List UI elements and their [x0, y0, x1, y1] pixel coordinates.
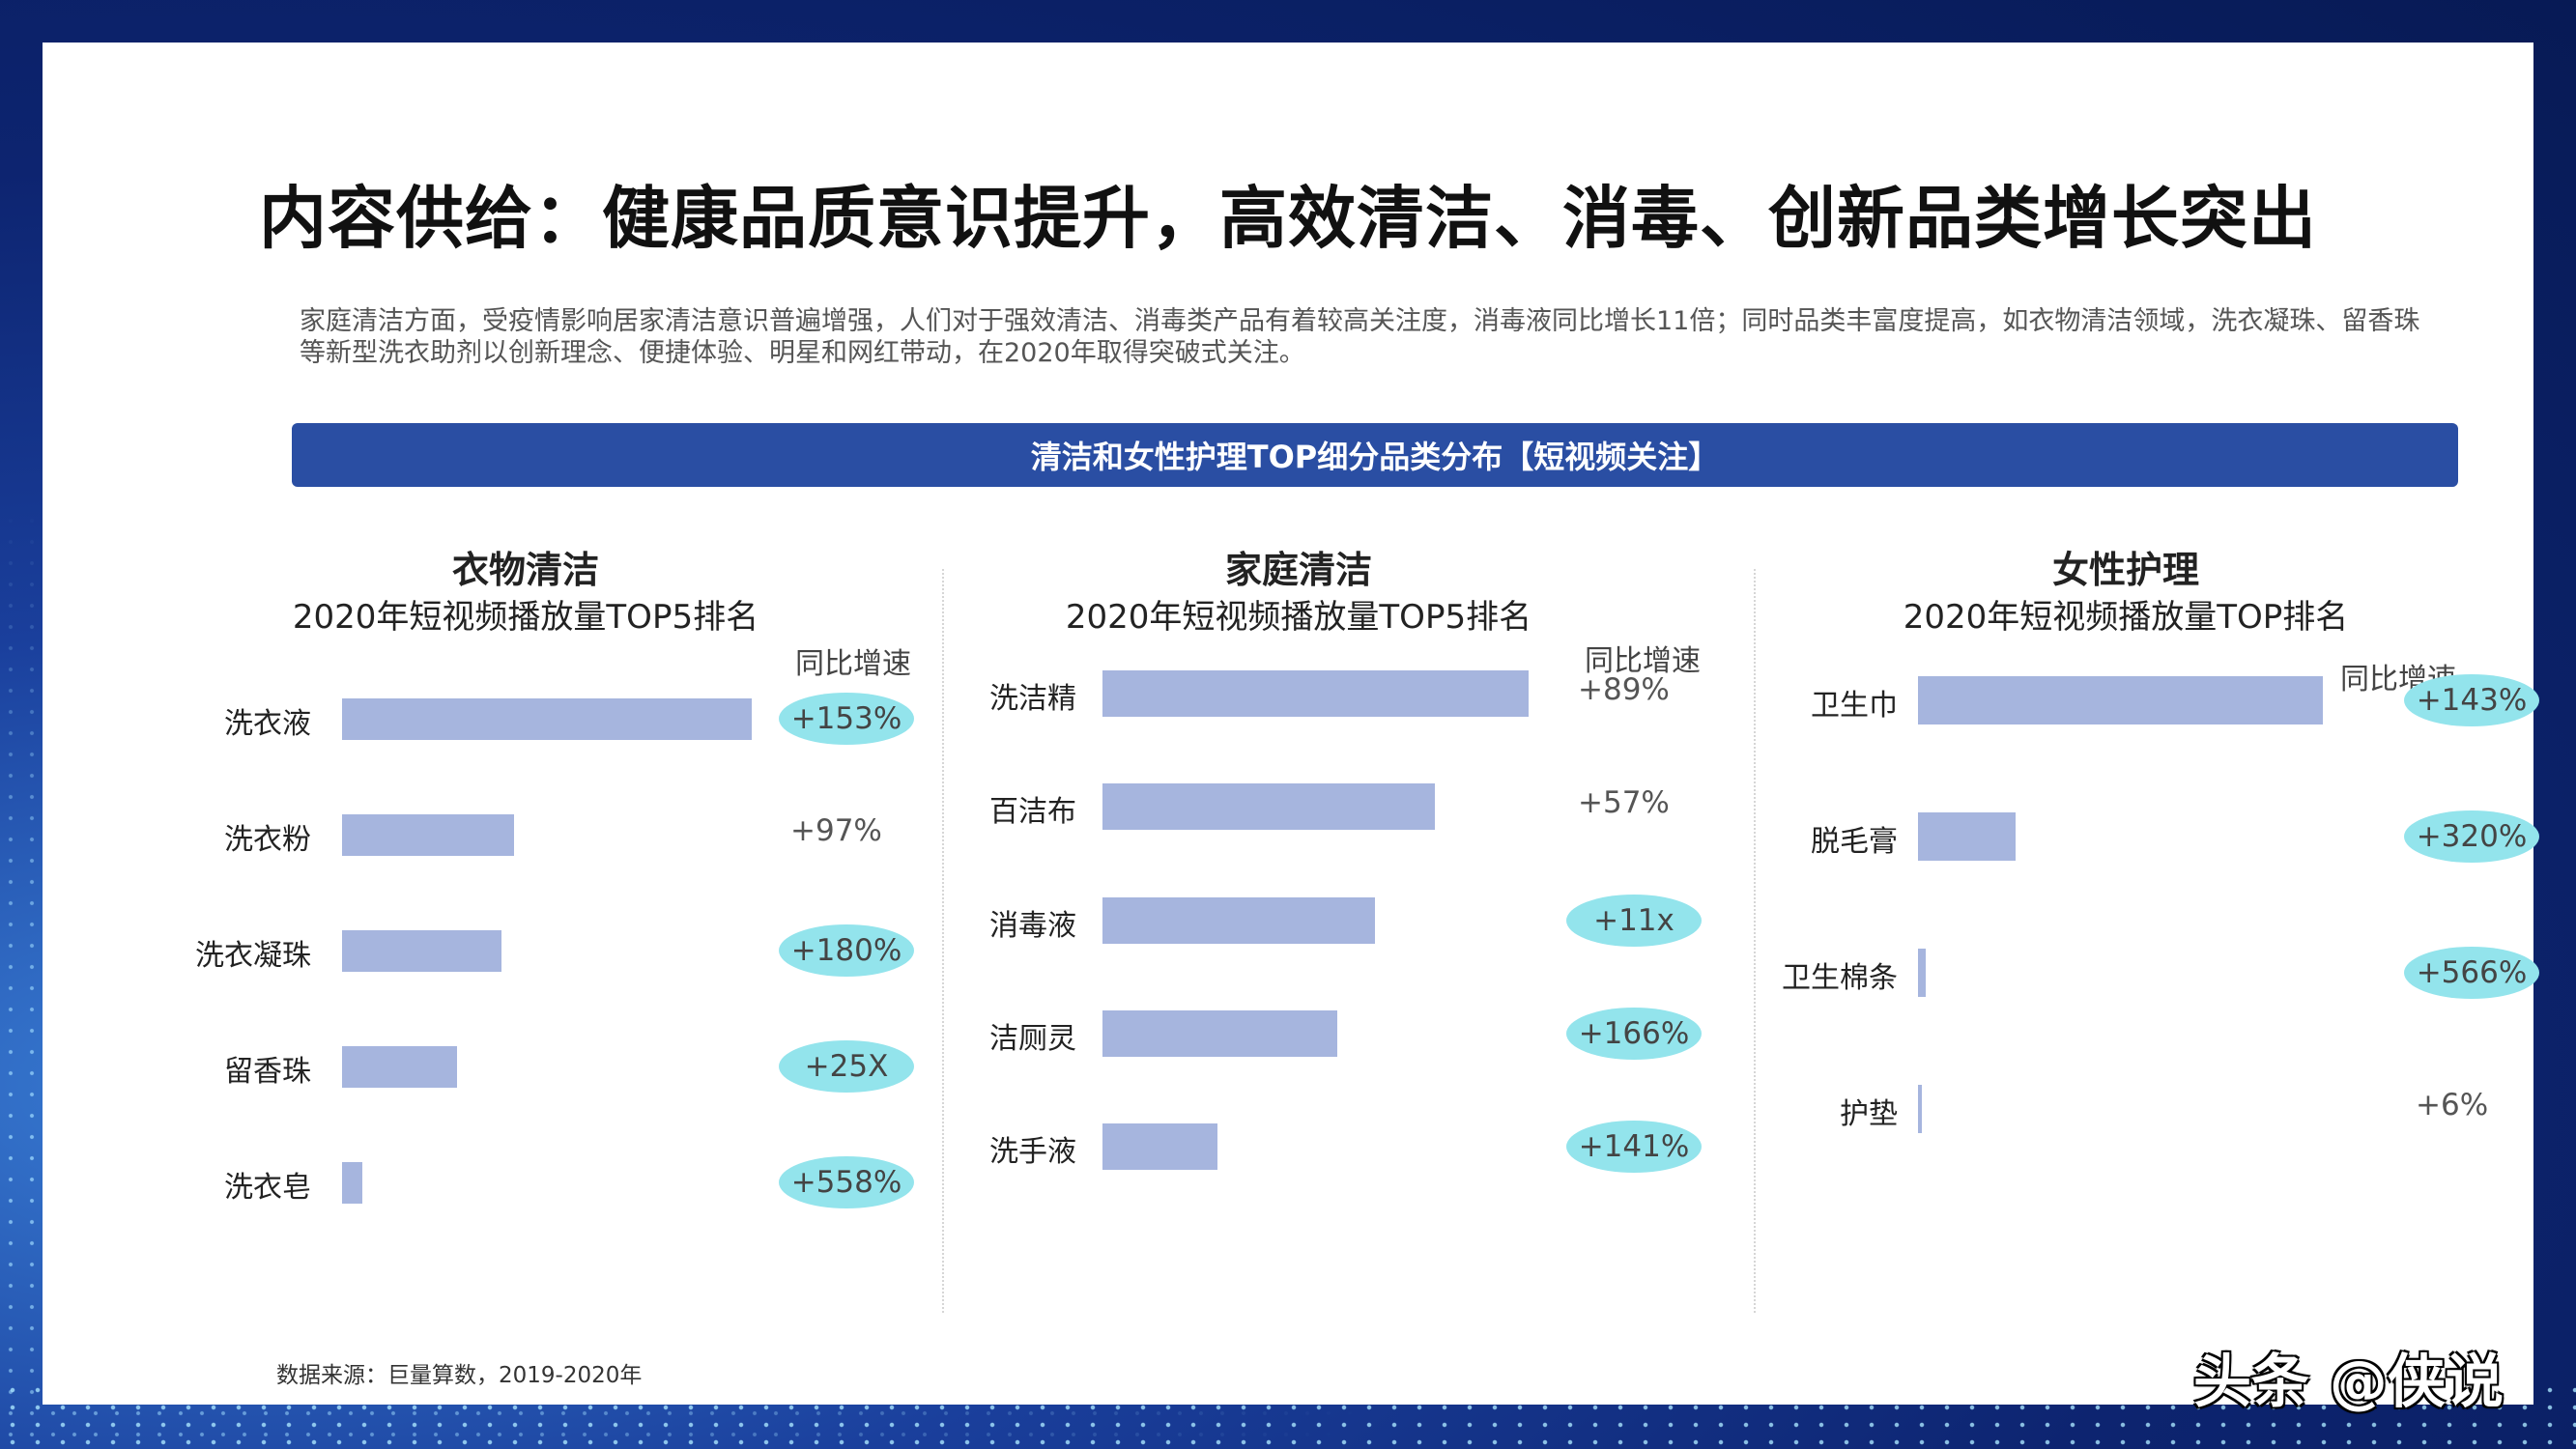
- bar: [1102, 1010, 1337, 1057]
- panel-divider: [942, 569, 944, 1313]
- growth-value: +97%: [790, 813, 882, 848]
- growth-value: +143%: [2404, 674, 2539, 726]
- growth-value: +141%: [1566, 1121, 1702, 1173]
- slide-title: 内容供给：健康品质意识提升，高效清洁、消毒、创新品类增长突出: [259, 179, 2317, 258]
- bar: [1918, 1085, 1923, 1133]
- growth-value: +566%: [2404, 947, 2539, 999]
- growth-value: +6%: [2416, 1088, 2489, 1122]
- slide-description: 家庭清洁方面，受疫情影响居家清洁意识普遍增强，人们对于强效清洁、消毒类产品有着较…: [300, 306, 2420, 368]
- panel-title: 衣物清洁: [451, 549, 599, 591]
- panel-subtitle: 2020年短视频播放量TOP5排名: [292, 598, 759, 637]
- category-label: 消毒液: [989, 909, 1076, 943]
- growth-value: +25X: [779, 1040, 914, 1093]
- category-label: 留香珠: [224, 1055, 311, 1089]
- category-label: 洗洁精: [989, 682, 1076, 716]
- data-source: 数据来源：巨量算数，2019-2020年: [276, 1363, 643, 1388]
- growth-value: +57%: [1578, 785, 1670, 820]
- bar: [1918, 676, 2323, 724]
- category-label: 护垫: [1840, 1097, 1898, 1131]
- growth-value: +11x: [1566, 895, 1702, 947]
- growth-value: +89%: [1578, 672, 1670, 707]
- category-label: 卫生棉条: [1782, 961, 1898, 995]
- panel-subtitle: 2020年短视频播放量TOP5排名: [1065, 598, 1532, 637]
- category-label: 脱毛膏: [1811, 825, 1898, 859]
- category-label: 洗衣皂: [224, 1171, 311, 1205]
- watermark: 头条 @侠说: [2193, 1349, 2504, 1416]
- bar: [342, 697, 752, 740]
- bar: [1102, 783, 1435, 830]
- bar: [1102, 1123, 1218, 1170]
- growth-value: +320%: [2404, 810, 2539, 863]
- panel-title: 家庭清洁: [1224, 549, 1372, 591]
- bar: [342, 813, 515, 856]
- category-label: 卫生巾: [1811, 689, 1898, 723]
- growth-header: 同比增速: [1585, 644, 1701, 678]
- panel-title: 女性护理: [2051, 549, 2199, 591]
- growth-header: 同比增速: [795, 647, 911, 681]
- category-label: 百洁布: [989, 795, 1076, 829]
- category-label: 洗手液: [989, 1135, 1076, 1169]
- bar: [1102, 897, 1376, 944]
- category-label: 洗衣粉: [224, 823, 311, 857]
- bar: [342, 1045, 457, 1088]
- growth-value: +166%: [1566, 1008, 1702, 1060]
- bar: [1102, 670, 1529, 717]
- panel-divider: [1754, 569, 1756, 1313]
- bar: [342, 1161, 363, 1204]
- section-banner: 清洁和女性护理TOP细分品类分布【短视频关注】: [292, 423, 2458, 487]
- category-label: 洁厕灵: [989, 1022, 1076, 1056]
- growth-value: +153%: [779, 693, 914, 745]
- panel-subtitle: 2020年短视频播放量TOP排名: [1903, 598, 2349, 637]
- bar: [342, 929, 502, 972]
- growth-value: +558%: [779, 1156, 914, 1208]
- growth-value: +180%: [779, 924, 914, 977]
- category-label: 洗衣液: [224, 707, 311, 741]
- slide-card: 内容供给：健康品质意识提升，高效清洁、消毒、创新品类增长突出 家庭清洁方面，受疫…: [43, 43, 2539, 1405]
- bar: [1918, 949, 1927, 997]
- bar: [1918, 812, 2016, 861]
- category-label: 洗衣凝珠: [195, 939, 311, 973]
